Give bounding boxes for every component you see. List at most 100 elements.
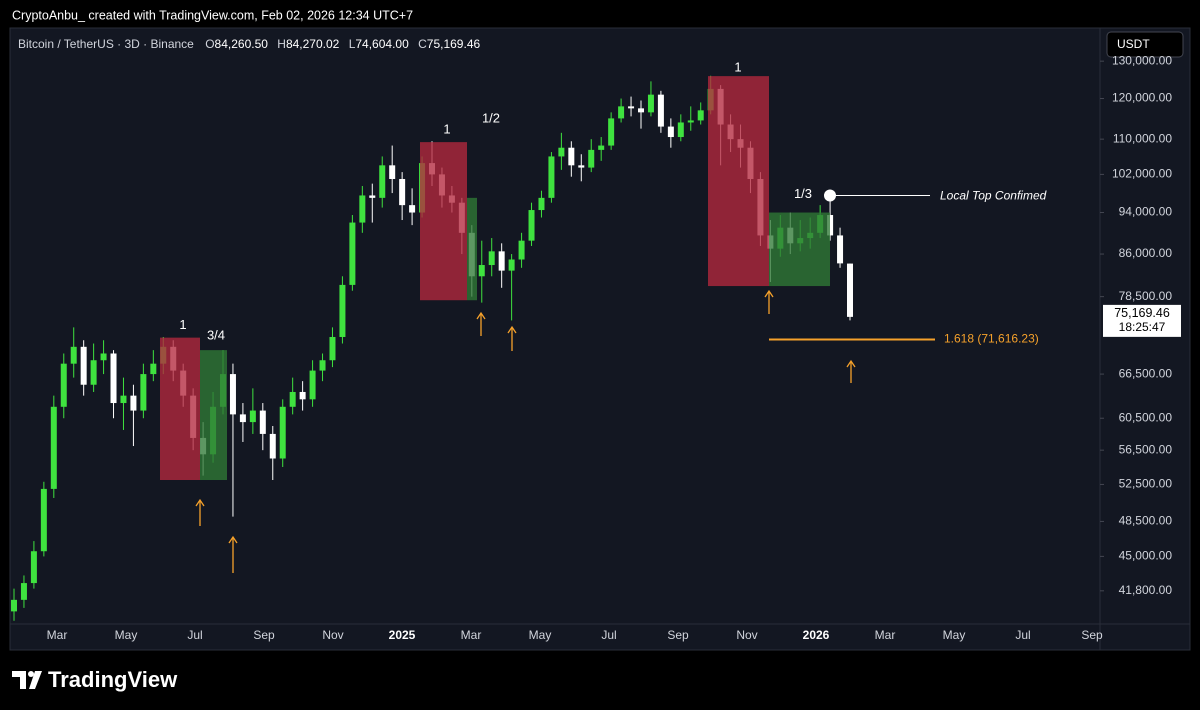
candle-body	[70, 346, 77, 364]
candle-body	[269, 433, 276, 459]
x-tick-label: May	[115, 628, 138, 642]
candle-body	[687, 120, 694, 123]
arrow	[195, 498, 205, 526]
x-tick-label: Jul	[601, 628, 616, 642]
candle-body	[50, 406, 57, 489]
x-tick-label: Nov	[322, 628, 343, 642]
y-tick-label: 130,000.00	[1112, 53, 1172, 67]
logo-mark	[29, 671, 42, 689]
y-tick-label: 52,500.00	[1119, 477, 1173, 491]
candle-body	[638, 108, 644, 113]
annotation-text: Local Top Confimed	[940, 189, 1047, 203]
fib-label: 1.618 (71,616.23)	[944, 332, 1039, 346]
annotation-dot	[824, 189, 836, 202]
ohlc-value: 75,169.46	[427, 37, 481, 51]
candle-body	[568, 147, 575, 166]
chart-panel	[9, 27, 1191, 651]
plot	[11, 75, 853, 621]
y-tick-label: 66,500.00	[1119, 366, 1173, 380]
candle-body	[478, 265, 485, 277]
ohlc-value: 84,260.50	[215, 37, 269, 51]
candle-body	[508, 259, 515, 271]
price-tag-value: 75,169.46	[1114, 306, 1170, 320]
y-tick-label: 120,000.00	[1112, 91, 1172, 105]
x-tick-label: Sep	[667, 628, 689, 642]
candle-body	[100, 353, 107, 361]
zone	[769, 212, 830, 287]
candle-body	[359, 195, 366, 223]
brand-logo: TradingView	[12, 667, 178, 692]
candle-body	[837, 235, 844, 264]
candle-body	[578, 165, 585, 168]
candle-body	[80, 346, 87, 385]
zone-label: 1	[734, 60, 741, 75]
zone-label: 1	[179, 317, 186, 332]
candle-body	[120, 395, 127, 404]
candle-body	[20, 583, 27, 600]
candle-body	[249, 410, 256, 423]
x-tick-label: 2025	[389, 628, 416, 642]
currency-label[interactable]: USDT	[1117, 37, 1150, 51]
candle-body	[558, 147, 565, 157]
y-tick-label: 78,500.00	[1119, 289, 1173, 303]
candle-body	[349, 222, 356, 285]
candle-body	[369, 195, 376, 198]
candle-body	[279, 406, 286, 459]
arrow	[476, 311, 486, 336]
x-tick-label: Nov	[736, 628, 757, 642]
candle-body	[309, 370, 316, 400]
x-tick-label: Jul	[1015, 628, 1030, 642]
candle-body	[498, 251, 505, 271]
candle-body	[409, 205, 416, 213]
ohlc-key: H	[277, 37, 286, 51]
candle-body	[30, 551, 37, 584]
currency-button[interactable]	[1106, 31, 1184, 58]
candle-body	[598, 145, 605, 150]
price-tag	[1103, 304, 1181, 337]
candle-body	[588, 149, 595, 168]
candle-body	[389, 165, 396, 179]
y-tick-label: 110,000.00	[1113, 131, 1172, 145]
candle-body	[628, 106, 635, 109]
y-tick-label: 45,000.00	[1119, 549, 1173, 563]
watermark: CryptoAnbu_ created with TradingView.com…	[12, 8, 413, 22]
ohlc-value: 84,270.02	[286, 37, 340, 51]
candle-body	[488, 251, 495, 266]
zone-label: 1/2	[482, 110, 500, 125]
symbol: Bitcoin / TetherUS · 3D · Binance	[18, 37, 194, 51]
logo-mark	[12, 671, 26, 689]
candle-body	[259, 410, 266, 434]
candle-body	[618, 106, 625, 119]
x-tick-label: May	[943, 628, 966, 642]
zone-label: 1/3	[794, 186, 812, 201]
candle-body	[667, 126, 674, 138]
candle-body	[677, 122, 684, 138]
candle-body	[239, 414, 246, 423]
zone	[708, 76, 769, 287]
zone-label: 3/4	[207, 328, 225, 343]
candle-body	[60, 363, 67, 407]
candle-body	[339, 284, 346, 337]
logo-mark	[28, 671, 34, 677]
zone	[200, 350, 227, 481]
candle-body	[528, 210, 535, 241]
x-tick-label: 2026	[803, 628, 830, 642]
y-tick-label: 41,800.00	[1119, 583, 1173, 597]
candle-body	[130, 395, 137, 411]
candle-body	[399, 178, 406, 206]
y-tick-label: 60,500.00	[1119, 410, 1173, 424]
y-tick-label: 102,000.00	[1112, 167, 1172, 181]
candle-body	[518, 240, 525, 260]
candle-body	[329, 336, 336, 361]
x-tick-label: Mar	[461, 628, 482, 642]
arrow	[228, 535, 238, 573]
y-tick-label: 94,000.00	[1119, 205, 1173, 219]
candle-body	[538, 197, 545, 211]
zone-label: 1	[443, 122, 450, 137]
ohlc-key: O	[205, 37, 214, 51]
arrow	[507, 325, 517, 351]
x-tick-label: Mar	[875, 628, 896, 642]
candle-body	[847, 263, 853, 317]
y-tick-label: 48,500.00	[1119, 514, 1173, 528]
